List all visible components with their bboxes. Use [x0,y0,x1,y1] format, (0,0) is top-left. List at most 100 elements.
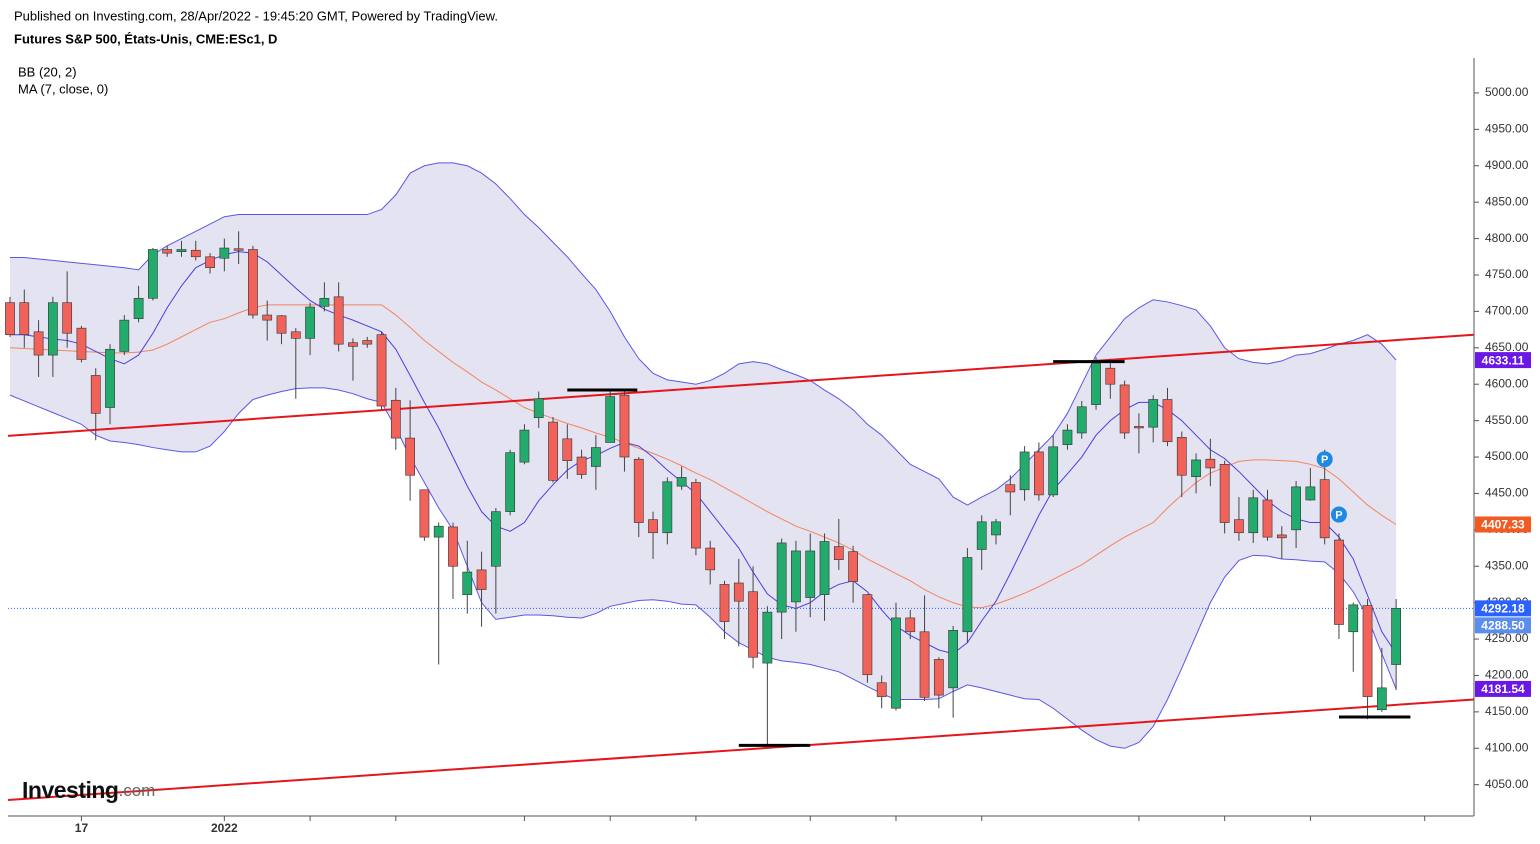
bollinger-fill [10,162,1397,749]
candle-body [533,398,544,419]
p-marker-label: P [1335,509,1342,521]
y-tick-label: 4250.00 [1485,631,1529,645]
logo-name: Investing [22,777,118,803]
y-tick-label: 4450.00 [1485,486,1529,500]
candle-body [33,331,44,356]
candle-body [219,247,230,259]
candle-body [319,297,330,307]
chart-title: Futures S&P 500, États-Unis, CME:ESc1, D [14,31,277,46]
price-label-box [1475,617,1531,634]
candle-body [862,594,873,676]
candle-body [190,249,201,258]
price-label: 4407.33 [1481,518,1525,532]
candle-body [1105,367,1116,385]
candle-body [648,519,658,534]
candle-body [1362,605,1373,697]
bb-lower [9,387,1397,749]
candle-body [1219,464,1230,523]
candle-body [490,511,501,567]
y-tick-label: 4600.00 [1485,376,1529,390]
candle-body [948,630,959,689]
candle-body [819,541,830,595]
candle-body [62,302,73,334]
candle-body [619,394,630,458]
candle-body [719,584,730,622]
candle-body [933,659,944,696]
candle-body [762,611,773,664]
candle-body [433,525,444,538]
price-label: 4288.50 [1481,619,1525,633]
candle-body [1334,539,1344,625]
legend-bb: BB (20, 2) [18,64,77,79]
candle-body [362,340,373,345]
legend-ma: MA (7, close, 0) [18,81,108,96]
candle-body [448,526,458,567]
p-marker [1330,506,1347,523]
candle-body [1191,459,1201,477]
candle-body [548,421,558,481]
y-tick-label: 4800.00 [1485,231,1529,245]
candle-body [1305,486,1316,501]
y-tick-label: 4750.00 [1485,267,1529,281]
candle-body [1005,484,1016,493]
candle-body [205,256,215,269]
candle-body [748,591,758,658]
candle-body [505,452,516,512]
candle-body [248,249,258,316]
candle-body [76,327,87,360]
candle-body [1205,458,1216,469]
plot: PP4050.004100.004150.004200.004250.00430… [5,58,1531,835]
y-tick-label: 4200.00 [1485,668,1529,682]
candle-body [562,438,573,461]
candle-body [1262,499,1273,538]
candle-body [462,571,473,595]
candle-body [976,521,987,550]
candle-body [919,631,930,698]
candle-body [791,550,801,603]
candle-body [290,331,301,339]
candle-body [633,458,644,523]
candle-body [176,249,187,252]
p-marker-label: P [1321,454,1328,466]
candle-body [1176,437,1187,476]
price-label-box [1475,516,1531,533]
candle-body [1034,451,1044,496]
x-tick-label: 17 [75,821,89,835]
candle-body [476,569,487,590]
candle-body [1134,426,1144,429]
candle-body [333,296,344,345]
candle-body [276,315,287,334]
candle-body [733,582,744,602]
candle-body [1048,446,1059,496]
price-label: 4633.11 [1482,353,1525,367]
y-tick-label: 5000.00 [1485,85,1529,99]
bb-basis [9,304,1397,609]
y-tick-label: 4700.00 [1485,304,1529,318]
candle-body [105,348,115,408]
candle-body [1019,451,1030,491]
candle-body [1319,479,1330,539]
y-tick-label: 4650.00 [1485,340,1529,354]
candle-body [962,557,973,633]
y-tick-label: 4100.00 [1485,740,1529,754]
logo: Investing.com [22,777,155,803]
candle-body [348,342,358,347]
candle-body [805,550,816,598]
y-tick-label: 4850.00 [1485,194,1529,208]
price-label-box [1475,600,1531,617]
candle-body [833,546,844,560]
candle-body [776,542,787,613]
candle-body [162,249,173,254]
price-label-box [1475,352,1531,369]
candle-body [133,297,144,319]
y-tick-label: 4500.00 [1485,449,1529,463]
candle-body [1091,362,1101,405]
candle-body [1148,399,1159,428]
candle-body [19,302,30,335]
candle-body [591,447,601,467]
y-tick-label: 4150.00 [1485,704,1529,718]
candle-body [691,482,701,549]
candle-body [1062,429,1073,445]
